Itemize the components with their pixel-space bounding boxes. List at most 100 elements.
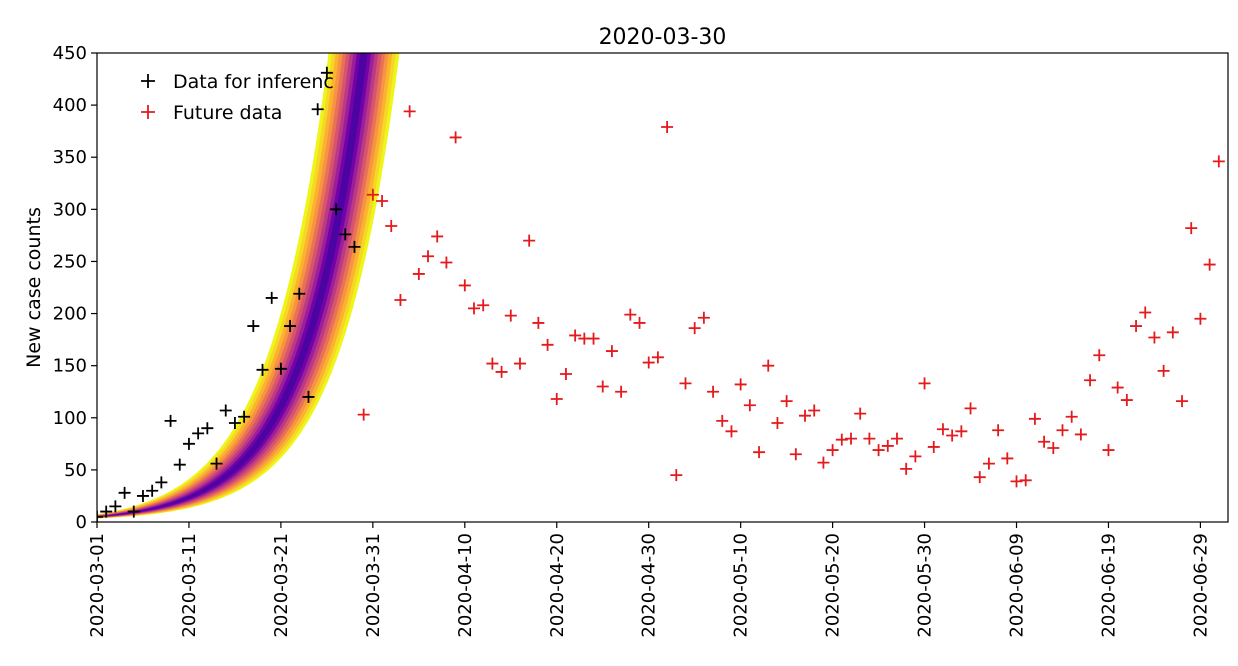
- data-point: [100, 505, 113, 518]
- data-point: [707, 385, 720, 398]
- data-point: [1194, 312, 1207, 325]
- data-point: [412, 267, 425, 280]
- data-point: [256, 363, 269, 376]
- data-point: [422, 250, 435, 263]
- data-point: [1074, 428, 1087, 441]
- data-point: [155, 476, 168, 489]
- data-point: [789, 448, 802, 461]
- data-point: [1010, 475, 1023, 488]
- x-tick-label: 2020-06-19: [1098, 533, 1119, 638]
- data-point: [955, 425, 968, 438]
- legend-label: Data for inferenc: [173, 71, 334, 93]
- data-point: [311, 103, 324, 116]
- data-point: [753, 446, 766, 459]
- x-tick-label: 2020-05-30: [915, 533, 936, 638]
- data-point: [504, 309, 517, 322]
- data-point: [1019, 474, 1032, 487]
- x-tick-label: 2020-06-29: [1190, 533, 1211, 638]
- data-point: [817, 456, 830, 469]
- data-point: [293, 287, 306, 300]
- data-point: [1047, 442, 1060, 455]
- data-point: [771, 416, 784, 429]
- data-point: [1139, 306, 1152, 319]
- data-point: [624, 308, 637, 321]
- data-point: [118, 486, 131, 499]
- data-point: [173, 458, 186, 471]
- data-point: [431, 230, 444, 243]
- data-point: [826, 444, 839, 457]
- data-point: [973, 471, 986, 484]
- data-point: [569, 329, 582, 342]
- data-point: [890, 432, 903, 445]
- data-point: [697, 311, 710, 324]
- data-point: [1157, 364, 1170, 377]
- data-point: [651, 351, 664, 364]
- data-point: [946, 429, 959, 442]
- x-tick-label: 2020-04-20: [547, 533, 568, 638]
- series-inference: [97, 66, 361, 522]
- data-point: [780, 395, 793, 408]
- series-future: [357, 105, 1225, 488]
- x-tick-label: 2020-04-10: [455, 533, 476, 638]
- data-point: [513, 357, 526, 370]
- data-point: [716, 414, 729, 427]
- data-point: [219, 404, 232, 417]
- data-point: [909, 450, 922, 463]
- data-point: [109, 500, 122, 513]
- data-point: [136, 489, 149, 502]
- data-point: [688, 322, 701, 335]
- data-point: [210, 457, 223, 470]
- data-point: [615, 385, 628, 398]
- data-point: [1203, 258, 1216, 271]
- y-tick-label: 350: [53, 147, 87, 168]
- data-point: [495, 365, 508, 378]
- data-point: [284, 320, 297, 333]
- y-tick-label: 150: [53, 356, 87, 377]
- data-point: [394, 294, 407, 307]
- data-point: [1102, 444, 1115, 457]
- data-point: [1065, 410, 1078, 423]
- x-tick-label: 2020-05-10: [731, 533, 752, 638]
- data-point: [1111, 381, 1124, 394]
- data-point: [468, 302, 480, 315]
- x-tick-label: 2020-06-09: [1007, 533, 1028, 638]
- data-point: [339, 228, 352, 241]
- x-tick-label: 2020-03-01: [87, 533, 108, 638]
- data-point: [863, 432, 876, 445]
- data-point: [265, 291, 278, 304]
- x-tick-label: 2020-03-21: [271, 533, 292, 638]
- data-point: [1028, 412, 1041, 425]
- data-point: [982, 457, 995, 470]
- data-point: [192, 427, 205, 440]
- data-point: [449, 131, 462, 144]
- y-axis: 0 50 100 150 200 250 300 350 400 450: [53, 43, 97, 533]
- data-point: [97, 510, 103, 522]
- data-point: [238, 410, 251, 423]
- legend-marker: [141, 105, 155, 119]
- x-axis: 2020-03-01 2020-03-11 2020-03-21 2020-03-31…: [87, 522, 1211, 638]
- data-point: [1001, 452, 1014, 465]
- data-point: [1185, 222, 1198, 235]
- data-point: [477, 299, 490, 312]
- data-point: [1084, 374, 1097, 387]
- data-point: [900, 462, 913, 475]
- data-point: [1120, 394, 1133, 407]
- y-tick-label: 450: [53, 43, 87, 64]
- data-point: [440, 256, 453, 269]
- data-point: [854, 407, 867, 420]
- data-point: [992, 424, 1005, 437]
- data-point: [679, 377, 692, 390]
- y-tick-label: 50: [64, 460, 87, 481]
- data-point: [348, 240, 361, 253]
- data-point: [550, 393, 563, 406]
- chart-title: 2020-03-30: [599, 25, 727, 50]
- x-tick-label: 2020-05-20: [823, 533, 844, 638]
- data-point: [201, 422, 214, 435]
- data-point: [385, 220, 398, 233]
- data-point: [936, 423, 949, 436]
- data-point: [964, 402, 977, 415]
- y-tick-label: 250: [53, 251, 87, 272]
- x-tick-label: 2020-03-31: [363, 533, 384, 638]
- data-point: [845, 432, 857, 445]
- data-point: [605, 345, 618, 358]
